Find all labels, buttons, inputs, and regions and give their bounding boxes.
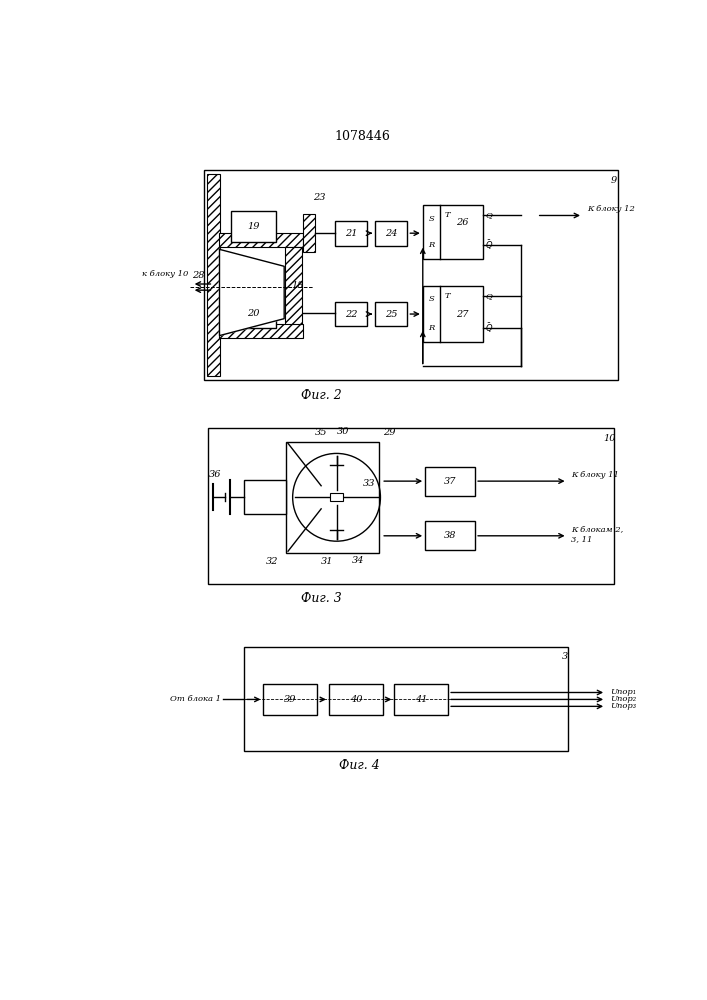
Bar: [330, 493, 343, 501]
Text: 32: 32: [267, 557, 279, 566]
Text: S: S: [428, 295, 434, 303]
Text: 33: 33: [363, 479, 375, 488]
Text: Фиг. 3: Фиг. 3: [300, 592, 341, 605]
Text: 3, 11: 3, 11: [571, 535, 592, 543]
Text: 37: 37: [443, 477, 456, 486]
Bar: [395, 684, 448, 715]
Bar: [375, 221, 407, 246]
Text: 18: 18: [292, 281, 304, 290]
Text: R: R: [428, 241, 434, 249]
Text: 23: 23: [313, 192, 326, 202]
Text: T: T: [445, 292, 450, 300]
Text: $\bar{Q}$: $\bar{Q}$: [485, 238, 493, 252]
Text: Uпор₃: Uпор₃: [610, 702, 636, 710]
Text: 3: 3: [562, 652, 568, 661]
Bar: [329, 684, 382, 715]
Polygon shape: [219, 249, 284, 336]
Bar: [423, 205, 483, 259]
Text: От блока 1: От блока 1: [170, 695, 221, 703]
Text: Q: Q: [486, 211, 493, 219]
Text: Фиг. 4: Фиг. 4: [339, 759, 380, 772]
Text: $\bar{Q}$: $\bar{Q}$: [485, 321, 493, 335]
Text: 35: 35: [315, 428, 327, 437]
Text: Q: Q: [486, 292, 493, 300]
Text: 36: 36: [209, 470, 221, 479]
Text: 38: 38: [443, 531, 456, 540]
Text: 31: 31: [321, 557, 334, 566]
Text: Uпор₂: Uпор₂: [610, 695, 636, 703]
Bar: [204, 170, 618, 380]
Bar: [425, 466, 475, 496]
Bar: [264, 684, 317, 715]
Text: R: R: [428, 324, 434, 332]
Bar: [335, 302, 368, 326]
Text: 10: 10: [604, 434, 616, 443]
Text: 34: 34: [352, 556, 364, 565]
Text: T: T: [445, 211, 450, 219]
Text: 9: 9: [611, 176, 617, 185]
Bar: [208, 428, 614, 584]
Text: Фиг. 2: Фиг. 2: [300, 389, 341, 402]
Bar: [231, 299, 276, 328]
Text: 22: 22: [345, 310, 358, 319]
Bar: [207, 174, 219, 376]
Bar: [218, 233, 303, 247]
Text: 26: 26: [456, 218, 468, 227]
Bar: [303, 214, 315, 252]
Text: 21: 21: [345, 229, 358, 238]
Text: 27: 27: [456, 310, 468, 319]
Bar: [218, 324, 303, 338]
Text: 1078446: 1078446: [334, 130, 390, 143]
Bar: [423, 286, 483, 342]
Text: 39: 39: [284, 695, 297, 704]
Bar: [286, 442, 379, 553]
Text: К блоку 12: К блоку 12: [587, 205, 635, 213]
Text: К блоку 11: К блоку 11: [571, 471, 619, 479]
Text: S: S: [428, 215, 434, 223]
Bar: [244, 647, 568, 751]
Bar: [375, 302, 407, 326]
Text: 40: 40: [349, 695, 362, 704]
Bar: [231, 211, 276, 242]
Text: К блокам 2,: К блокам 2,: [571, 526, 624, 534]
Bar: [244, 480, 286, 514]
Text: 24: 24: [385, 229, 397, 238]
Bar: [425, 521, 475, 550]
Text: к блоку 10: к блоку 10: [142, 270, 189, 278]
Text: 41: 41: [415, 695, 428, 704]
Text: 19: 19: [247, 222, 259, 231]
Bar: [285, 247, 302, 332]
Text: 20: 20: [247, 309, 259, 318]
Text: 30: 30: [337, 427, 349, 436]
Text: Uпор₁: Uпор₁: [610, 688, 636, 696]
Text: 29: 29: [382, 428, 395, 437]
Text: 28: 28: [192, 271, 204, 280]
Text: 25: 25: [385, 310, 397, 319]
Bar: [335, 221, 368, 246]
